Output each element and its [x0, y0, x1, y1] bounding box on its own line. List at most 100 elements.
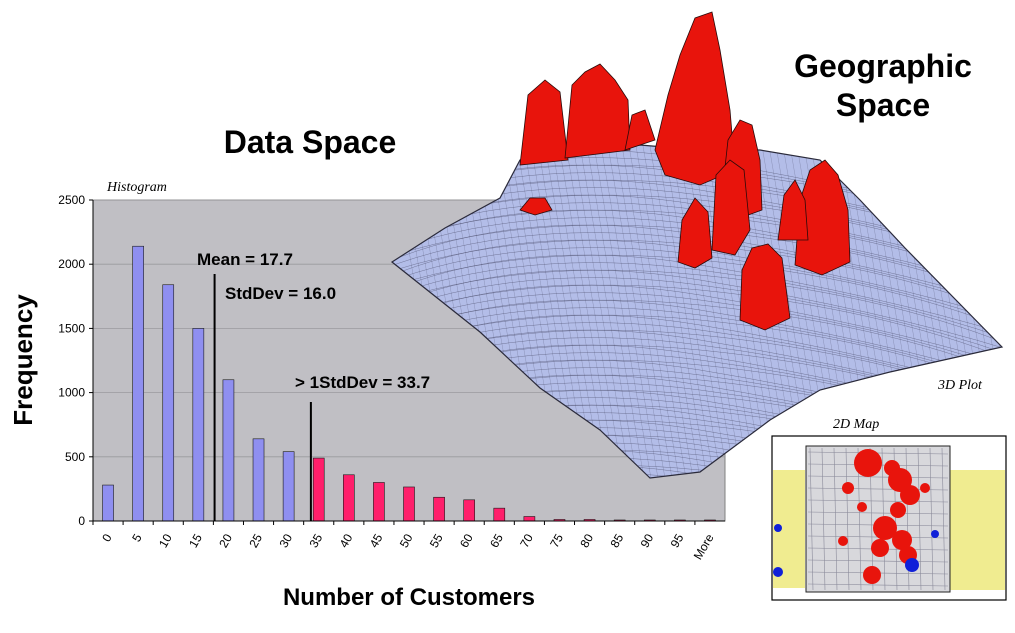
- map-hotspot: [892, 530, 912, 550]
- y-tick-label: 1500: [58, 321, 85, 335]
- x-axis-title: Number of Customers: [283, 584, 535, 611]
- mesh-line: [683, 145, 745, 478]
- y-tick-label: 0: [78, 514, 85, 528]
- x-tick-label: 40: [337, 531, 356, 550]
- map-water-body: [931, 530, 939, 538]
- bar-35: [312, 457, 325, 522]
- map-road: [807, 451, 949, 455]
- mesh-line: [655, 145, 717, 478]
- map-road: [929, 447, 934, 591]
- map-road: [809, 447, 814, 591]
- mesh-line: [662, 145, 724, 478]
- mesh-line: [676, 145, 738, 478]
- over-stddev-annotation: > 1StdDev = 33.7: [295, 373, 430, 392]
- map-road: [807, 559, 949, 563]
- map-hotspots: [838, 449, 930, 584]
- mesh-line: [634, 145, 696, 478]
- mesh-line: [627, 145, 689, 478]
- map-road: [833, 447, 838, 591]
- mean-annotation: Mean = 17.7: [197, 250, 293, 269]
- mesh-line: [392, 284, 1002, 366]
- x-tick-label: 60: [457, 531, 476, 550]
- x-tick-label: 55: [427, 531, 446, 550]
- data-space-heading: Data Space: [224, 124, 397, 160]
- x-tick-label: 25: [246, 531, 265, 550]
- bar-25: [252, 438, 265, 522]
- y-tick-label: 500: [65, 450, 85, 464]
- mesh-line: [564, 145, 626, 478]
- mesh-line: [392, 292, 1002, 371]
- mesh-line: [392, 269, 1002, 351]
- mesh-line: [392, 277, 1002, 356]
- peak: [677, 197, 713, 269]
- map-yellow-area-right: [948, 470, 1005, 590]
- x-tick-label: 85: [607, 531, 626, 550]
- mesh-line: [557, 145, 619, 478]
- map-hotspot: [842, 482, 854, 494]
- map-road: [941, 447, 946, 591]
- mesh-line: [392, 307, 1002, 386]
- bar-65: [493, 507, 506, 522]
- mesh-line: [669, 145, 731, 478]
- geographic-heading-line2: Space: [836, 87, 930, 123]
- x-tick-label: 35: [307, 531, 326, 550]
- map-water-body: [905, 558, 919, 572]
- x-tick-label: 50: [397, 531, 416, 550]
- map-hotspot: [854, 449, 882, 477]
- mesh-line: [392, 262, 1002, 341]
- x-tick-label: 5: [129, 531, 145, 544]
- map-road: [807, 499, 949, 503]
- x-tick-label: 15: [186, 531, 205, 550]
- bars: [102, 245, 716, 522]
- x-tick-label: 95: [668, 531, 687, 550]
- map-road: [807, 583, 949, 587]
- bar-20: [222, 379, 235, 522]
- mesh-line: [1006, 140, 1015, 490]
- mesh-line: [392, 299, 1002, 381]
- map-hotspot: [873, 516, 897, 540]
- mesh-line: [578, 145, 640, 478]
- map-hotspot: [890, 502, 906, 518]
- map-hotspot: [900, 485, 920, 505]
- peak: [654, 11, 736, 186]
- bar-15: [192, 328, 205, 522]
- bar-30: [282, 451, 295, 522]
- mesh-line: [592, 145, 654, 478]
- bar-70: [523, 516, 536, 522]
- map-hotspot: [920, 483, 930, 493]
- map-road: [807, 511, 949, 515]
- bar-0: [102, 484, 114, 522]
- y-tick-label: 2500: [58, 193, 85, 207]
- x-tick-label: 80: [577, 531, 596, 550]
- x-tick-label: 45: [367, 531, 386, 550]
- 3d-surface-plot: [390, 11, 1015, 490]
- mesh-line: [613, 145, 675, 478]
- map-water-body: [774, 524, 782, 532]
- map-hotspot: [863, 566, 881, 584]
- 2d-map-label: 2D Map: [833, 417, 879, 432]
- mesh-line: [641, 145, 703, 478]
- geographic-heading-line1: Geographic: [794, 48, 972, 84]
- map-road: [917, 447, 922, 591]
- bar-10: [162, 284, 175, 522]
- mesh-line: [620, 145, 682, 478]
- x-tick-label: More: [691, 531, 717, 562]
- peak: [519, 79, 569, 166]
- peak: [624, 109, 656, 151]
- bar-45: [373, 482, 385, 522]
- peak: [711, 159, 751, 256]
- mesh-line: [697, 145, 759, 478]
- peak: [777, 179, 809, 241]
- peak: [739, 243, 791, 331]
- map-road: [845, 447, 850, 591]
- x-tick-label: 10: [156, 531, 175, 550]
- x-tick-label: 75: [547, 531, 566, 550]
- mesh-line: [599, 145, 661, 478]
- stddev-annotation: StdDev = 16.0: [225, 284, 336, 303]
- peak: [519, 197, 553, 216]
- bar-5: [132, 245, 144, 522]
- x-axis: 0 5 10 15 20 25 30 35 40 45 50 55 60 65 70 75 80 85 90 95 Mo…: [92, 520, 725, 562]
- bar-60: [463, 499, 475, 522]
- 3d-plot-label: 3D Plot: [937, 378, 983, 393]
